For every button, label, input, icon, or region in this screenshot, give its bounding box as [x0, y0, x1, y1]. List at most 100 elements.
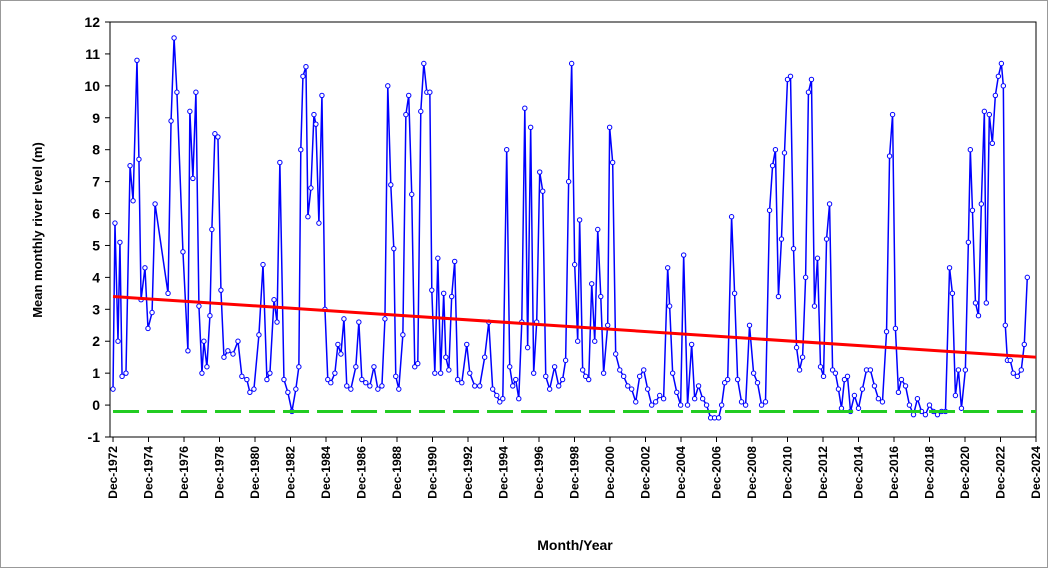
- x-tick-label: Dec-1994: [497, 446, 511, 499]
- data-point: [187, 108, 193, 115]
- data-point: [497, 399, 503, 405]
- data-point: [429, 287, 435, 293]
- data-point: [595, 226, 601, 233]
- data-point: [989, 140, 996, 147]
- y-axis-title: Mean monthly river level (m): [30, 142, 45, 318]
- y-tick-label: 9: [92, 110, 100, 126]
- data-point: [644, 386, 651, 392]
- data-point: [396, 386, 402, 392]
- data-point: [844, 373, 851, 380]
- data-point: [117, 239, 123, 245]
- data-point: [504, 146, 510, 153]
- data-point: [746, 322, 753, 328]
- x-tick-label: Dec-1972: [106, 446, 120, 499]
- data-point: [371, 364, 377, 370]
- y-tick-label: -1: [88, 429, 101, 445]
- data-point: [769, 162, 776, 169]
- data-point: [695, 383, 702, 389]
- data-point: [127, 162, 133, 169]
- data-point: [448, 293, 455, 300]
- data-point: [303, 63, 309, 70]
- data-point: [612, 351, 619, 357]
- x-tick-label: Dec-1974: [142, 446, 156, 499]
- data-point: [576, 217, 583, 223]
- data-point: [152, 201, 158, 207]
- data-point: [201, 338, 207, 344]
- data-point: [703, 402, 710, 408]
- data-point: [867, 367, 874, 373]
- data-point: [562, 357, 569, 364]
- data-point: [190, 175, 196, 182]
- data-point: [762, 399, 769, 405]
- data-point: [978, 201, 985, 207]
- data-point: [680, 252, 687, 258]
- data-point: [123, 370, 129, 376]
- data-point: [134, 57, 140, 64]
- x-tick-label: Dec-1984: [319, 446, 333, 499]
- data-point: [889, 111, 896, 118]
- data-point: [537, 169, 543, 175]
- x-tick-label: Dec-2012: [816, 446, 830, 499]
- x-tick-label: Dec-1998: [568, 446, 582, 499]
- x-tick-label: Dec-2000: [603, 446, 617, 499]
- data-point: [975, 312, 982, 319]
- data-point: [119, 373, 125, 380]
- data-point: [311, 111, 317, 118]
- data-point: [823, 236, 830, 242]
- data-point: [300, 73, 306, 79]
- data-point: [267, 370, 273, 376]
- data-point: [464, 341, 470, 348]
- data-point: [754, 380, 761, 386]
- y-tick-label: 0: [92, 397, 100, 413]
- data-point: [817, 364, 824, 370]
- data-point: [605, 322, 611, 328]
- data-point: [742, 402, 749, 408]
- data-point: [305, 214, 311, 220]
- data-point: [721, 380, 728, 386]
- data-point: [625, 383, 631, 389]
- data-point: [274, 319, 280, 325]
- data-point: [149, 309, 155, 316]
- data-point: [958, 405, 965, 411]
- y-tick-label: 7: [92, 174, 100, 190]
- data-point: [489, 386, 496, 392]
- data-point: [796, 367, 803, 373]
- data-point: [910, 411, 917, 418]
- data-point: [998, 60, 1005, 67]
- data-point: [218, 287, 224, 293]
- data-point: [543, 373, 549, 380]
- data-point: [400, 332, 406, 338]
- data-point: [575, 338, 581, 344]
- data-point: [677, 402, 684, 408]
- data-point: [403, 111, 409, 118]
- data-point: [391, 245, 397, 252]
- data-point: [946, 265, 953, 271]
- data-point: [598, 293, 604, 300]
- data-point: [247, 389, 253, 396]
- data-point: [805, 89, 812, 95]
- data-point: [522, 105, 528, 111]
- data-point: [1021, 341, 1027, 348]
- data-point: [393, 373, 399, 380]
- data-point: [260, 261, 266, 268]
- data-point: [620, 373, 627, 380]
- x-axis-title: Month/Year: [537, 537, 613, 553]
- data-point: [130, 198, 136, 204]
- data-point: [832, 370, 839, 376]
- data-point: [277, 159, 283, 166]
- data-point: [636, 373, 643, 380]
- data-point: [559, 376, 566, 383]
- data-point: [1007, 357, 1013, 364]
- data-point: [171, 35, 177, 41]
- data-point: [600, 370, 607, 376]
- data-point: [527, 124, 534, 131]
- data-point: [142, 265, 148, 271]
- data-point: [516, 395, 522, 402]
- data-point: [510, 383, 516, 389]
- data-point: [293, 386, 299, 392]
- data-point: [325, 376, 331, 383]
- data-point: [298, 146, 304, 153]
- data-point: [718, 402, 725, 408]
- x-tick-label: Dec-1976: [177, 446, 191, 499]
- data-point: [494, 392, 500, 399]
